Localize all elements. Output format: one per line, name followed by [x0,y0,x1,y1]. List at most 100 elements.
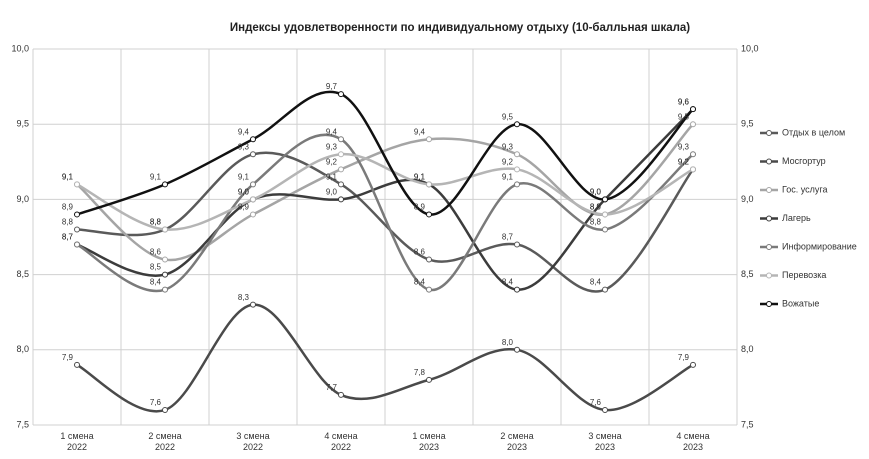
point-marker [514,181,520,188]
data-label: 9,2 [326,157,338,166]
point-marker [162,181,168,188]
point-marker [162,286,168,293]
point-marker [426,136,432,143]
point-marker [514,166,520,173]
point-marker [74,241,80,248]
y2-tick-label: 10,0 [741,43,759,53]
chart-title: Индексы удовлетворенности по индивидуаль… [230,22,690,34]
legend-label: Перевозка [782,270,826,280]
point-marker [338,136,344,143]
data-label: 7,6 [150,398,162,407]
data-label: 9,6 [678,97,690,106]
data-label: 9,2 [678,157,690,166]
data-label: 9,1 [150,172,162,181]
point-marker [602,286,608,293]
data-label: 9,5 [502,112,514,121]
data-label: 8,4 [414,278,426,287]
point-marker [162,406,168,413]
data-label: 9,1 [62,172,74,181]
legend-label: Вожатые [782,298,819,308]
legend-marker [766,244,772,250]
series-line [76,303,694,413]
data-label: 8,8 [150,218,162,227]
data-label: 8,4 [590,278,602,287]
data-label: 8,6 [150,248,162,257]
point-marker [338,151,344,158]
point-marker [338,391,344,398]
point-marker [338,166,344,173]
x-tick-label: 3 смена 2023 [588,431,622,452]
point-marker [74,181,80,188]
point-marker [690,361,696,368]
legend-marker [766,215,772,222]
y-tick-label: 10,0 [11,43,29,53]
x-tick-label: 2 смена 2022 [148,431,182,452]
point-marker [426,376,432,383]
y2-tick-label: 7,5 [741,419,754,429]
data-label: 8,9 [238,203,250,212]
x-tick-label: 2 смена 2023 [500,431,534,452]
data-label: 7,6 [590,398,602,407]
y-tick-label: 7,5 [16,419,29,429]
point-marker [250,301,256,308]
x-tick-label: 3 смена 2022 [236,431,270,452]
data-label: 9,0 [238,188,250,197]
data-label: 8,9 [62,203,74,212]
legend-label: Информирование [782,241,857,251]
data-label: 8,4 [502,278,514,287]
y-tick-label: 9,5 [16,119,29,129]
data-label: 9,4 [414,127,426,136]
data-label: 9,2 [678,157,690,166]
legend-marker [766,301,772,307]
x-tick-label: 4 смена 2022 [324,431,358,452]
point-marker [514,151,520,158]
point-marker [514,346,520,353]
data-label: 9,3 [326,142,338,151]
data-label: 8,0 [502,338,514,347]
point-marker [690,121,696,128]
legend-label: Мосгортур [782,156,826,166]
data-label: 9,3 [238,142,250,151]
point-marker [74,211,80,218]
data-label: 7,9 [62,353,74,362]
legend-marker [766,130,772,136]
point-marker [602,211,608,218]
data-label: 8,3 [238,293,250,302]
legend-marker [766,158,772,165]
y2-tick-label: 9,0 [741,194,754,204]
point-marker [162,256,168,263]
point-marker [250,181,256,188]
y-tick-label: 9,0 [16,194,29,204]
data-label: 9,2 [502,157,514,166]
data-label: 7,9 [678,353,690,362]
data-label: 7,7 [326,383,338,392]
point-marker [162,226,168,233]
data-label: 9,3 [502,142,514,151]
x-tick-label: 1 смена 2022 [60,431,94,452]
point-marker [426,211,432,218]
data-label: 8,9 [590,203,602,212]
point-marker [426,286,432,293]
data-label: 9,1 [62,172,74,181]
point-marker [690,166,696,173]
data-label: 9,1 [414,172,426,181]
y-tick-label: 8,0 [16,344,29,354]
data-label: 9,1 [238,172,250,181]
point-marker [250,196,256,203]
y2-tick-label: 9,5 [741,119,754,129]
data-label: 9,1 [414,172,426,181]
data-label: 8,8 [150,218,162,227]
series-line [76,108,694,291]
point-marker [338,196,344,203]
data-label: 8,7 [62,233,74,242]
point-marker [338,181,344,188]
data-label: 9,1 [502,172,514,181]
point-marker [514,286,520,293]
legend-label: Гос. услуга [782,184,828,194]
series-line [76,90,694,216]
legend-label: Лагерь [782,213,811,223]
data-label: 9,5 [678,112,690,121]
point-marker [514,121,520,128]
